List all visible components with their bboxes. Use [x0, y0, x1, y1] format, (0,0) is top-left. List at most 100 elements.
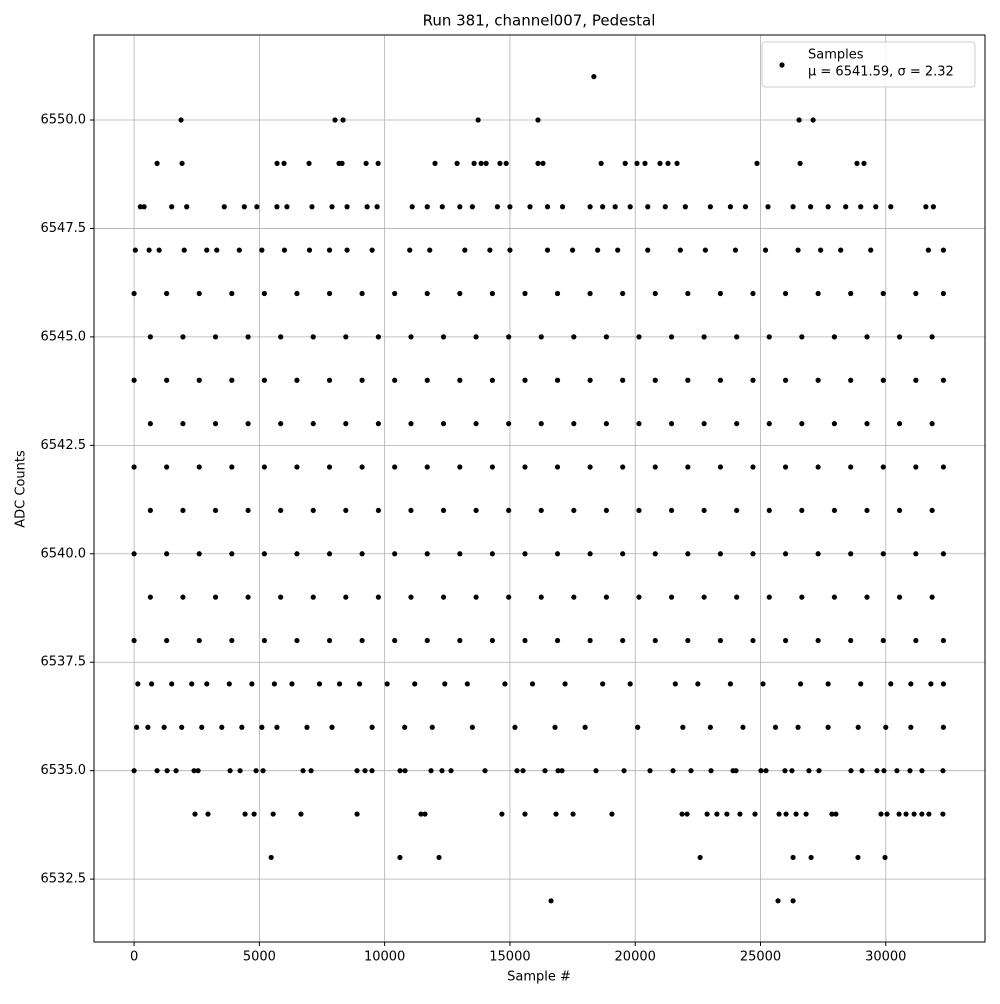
data-point — [864, 594, 870, 600]
data-point — [392, 637, 398, 644]
legend-label: Samples — [808, 48, 864, 63]
data-point — [409, 204, 415, 210]
data-point — [522, 290, 528, 297]
data-point — [766, 334, 772, 340]
data-point — [554, 464, 561, 470]
data-point — [652, 637, 658, 644]
data-point — [707, 204, 713, 210]
data-point — [620, 290, 626, 297]
data-point — [854, 160, 860, 166]
data-point — [522, 551, 528, 557]
data-point — [636, 334, 642, 340]
data-point — [540, 160, 546, 166]
data-point — [724, 811, 730, 817]
data-point — [874, 768, 880, 774]
data-point — [603, 507, 610, 514]
data-point — [329, 724, 335, 730]
data-point — [838, 247, 844, 253]
data-point — [880, 290, 886, 297]
data-point — [816, 768, 822, 774]
data-point — [740, 724, 746, 730]
data-point — [928, 681, 934, 687]
data-point — [831, 507, 838, 514]
data-point — [587, 637, 593, 644]
data-point — [440, 507, 447, 514]
data-point — [636, 421, 642, 427]
data-point — [164, 551, 170, 557]
data-point — [199, 724, 205, 730]
data-point — [359, 377, 365, 383]
data-point — [570, 811, 576, 817]
data-point — [131, 551, 137, 557]
data-point — [147, 507, 153, 514]
data-point — [795, 247, 801, 253]
data-point — [591, 74, 597, 80]
data-point — [554, 637, 561, 644]
data-point — [555, 768, 561, 774]
data-point — [795, 724, 801, 730]
data-point — [587, 464, 593, 470]
data-point — [408, 421, 414, 427]
data-point — [131, 768, 137, 774]
data-point — [326, 464, 333, 470]
data-point — [512, 724, 518, 730]
data-point — [684, 811, 690, 817]
data-point — [251, 811, 257, 817]
data-point — [940, 811, 946, 817]
data-point — [427, 247, 433, 253]
data-point — [408, 334, 414, 340]
data-point — [457, 551, 463, 557]
data-point — [929, 334, 935, 340]
data-point — [825, 204, 831, 210]
data-point — [810, 117, 816, 123]
data-point — [329, 204, 335, 210]
data-point — [261, 290, 267, 297]
data-point — [432, 160, 438, 166]
data-point — [227, 768, 233, 774]
data-point — [732, 247, 739, 253]
data-point — [408, 594, 414, 600]
data-point — [343, 507, 349, 514]
data-point — [645, 204, 651, 210]
data-point — [896, 334, 903, 340]
data-point — [309, 204, 315, 210]
data-point — [750, 377, 756, 383]
data-point — [848, 637, 854, 644]
data-point — [306, 160, 312, 166]
data-point — [923, 204, 929, 210]
data-point — [926, 811, 932, 817]
data-point — [195, 768, 201, 774]
data-point — [278, 421, 284, 427]
data-point — [529, 681, 536, 687]
data-point — [627, 681, 633, 687]
data-point — [538, 507, 544, 514]
data-point — [919, 811, 925, 817]
data-point — [131, 637, 137, 644]
data-point — [397, 768, 403, 774]
data-point — [919, 768, 925, 774]
data-point — [704, 811, 710, 817]
data-point — [647, 768, 653, 774]
y-tick-label: 6535.0 — [41, 763, 87, 778]
data-point — [668, 421, 675, 427]
data-point — [478, 160, 484, 166]
data-point — [457, 377, 463, 383]
data-point — [750, 290, 756, 297]
data-point — [375, 160, 381, 166]
data-point — [765, 204, 771, 210]
data-point — [833, 811, 839, 817]
data-point — [214, 247, 220, 253]
data-point — [818, 247, 824, 253]
data-point — [888, 204, 894, 210]
data-point — [473, 594, 479, 600]
data-point — [316, 681, 323, 687]
data-point — [620, 377, 626, 383]
data-point — [229, 637, 235, 644]
data-point — [310, 507, 316, 514]
data-point — [873, 204, 879, 210]
data-point — [339, 160, 345, 166]
data-point — [284, 204, 290, 210]
data-point — [662, 204, 668, 210]
data-point — [881, 768, 887, 774]
data-point — [717, 551, 724, 557]
